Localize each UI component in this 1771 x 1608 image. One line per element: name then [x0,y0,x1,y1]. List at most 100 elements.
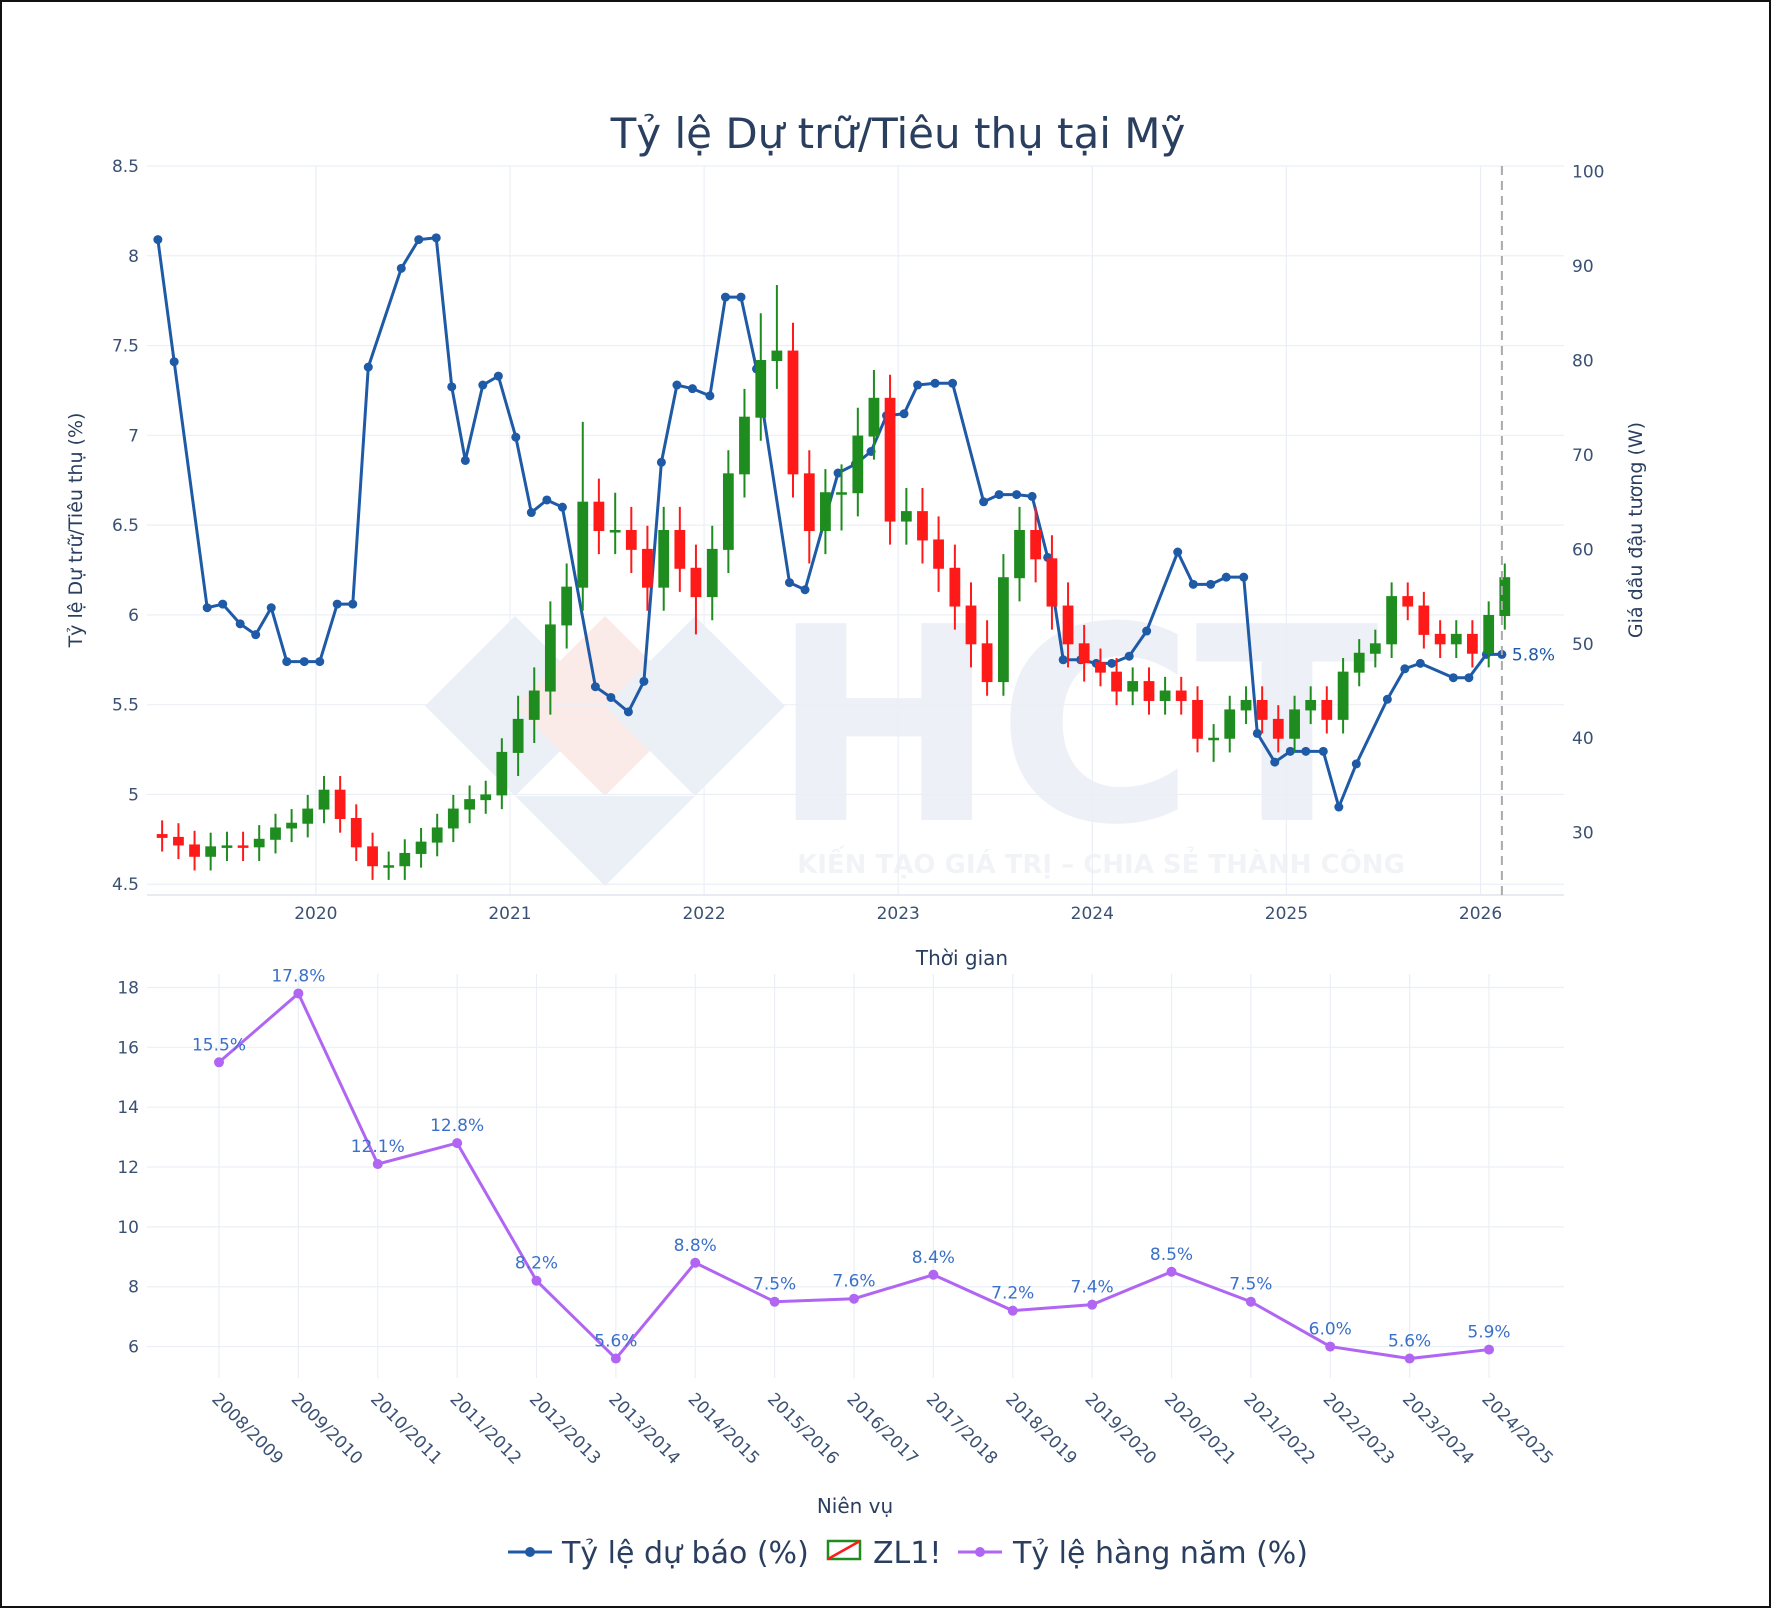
annual-point [452,1138,463,1149]
legend-label: Tỷ lệ dự báo (%) [561,1536,809,1571]
y-tick-label: 12 [117,1158,139,1178]
candle-body [593,501,605,532]
forecast-point [1318,746,1328,756]
legend: Tỷ lệ dự báo (%) ZL1! Tỷ lệ hàng năm (%) [508,1536,1308,1571]
forecast-point [1124,651,1134,661]
candle-body [1386,596,1398,645]
annual-point [214,1057,224,1068]
candle-body [1289,709,1300,739]
chart-title: Tỷ lệ Dự trữ/Tiêu thụ tại Mỹ [610,109,1186,158]
candle-body [1175,690,1187,701]
forecast-point [447,382,457,392]
y-tick-label: 18 [117,978,139,998]
forecast-point [1351,759,1361,769]
x-tick-label: 2023 [877,904,920,924]
candle-body [1192,699,1203,739]
forecast-point [656,457,666,467]
y-tick-label: 7.5 [112,337,139,357]
annual-point [849,1293,859,1304]
y-tick-label: 8.5 [112,157,139,177]
y-tick-label: 6 [128,606,139,626]
annual-point [610,1353,621,1364]
candle-body [1434,633,1446,645]
forecast-point [1012,490,1022,500]
forecast-point [363,362,373,372]
forecast-point [1285,746,1295,756]
candle-body [642,548,653,588]
candle-body [1111,671,1122,692]
annual-point [1484,1344,1494,1355]
forecast-point [1464,673,1474,683]
y2-tick-label: 50 [1572,635,1594,655]
candle-body [868,397,880,437]
candle-body [1369,643,1381,654]
candle-body [464,799,476,810]
data-label: 7.4% [1071,1278,1114,1298]
candle-body [1256,699,1268,720]
forecast-point [299,657,309,667]
forecast-point [899,409,909,419]
forecast-point [1252,728,1262,738]
candle-body [1272,718,1284,739]
candle-body [1418,605,1430,635]
x-tick-label: 2022 [682,904,725,924]
forecast-point [282,657,292,667]
y2-tick-label: 70 [1572,446,1594,466]
forecast-point [606,692,616,702]
forecast-point [1173,547,1183,557]
forecast-point [705,391,715,401]
forecast-point [414,235,424,245]
candle-body [1014,530,1025,579]
annual-point [1404,1353,1415,1364]
candle-body [253,838,265,848]
y2-tick-label: 30 [1572,824,1594,844]
x-tick-label: 2025 [1265,904,1308,924]
logo-shape [515,796,695,886]
watermark-logo: HCT [771,569,1381,884]
legend-icon [975,1547,985,1557]
candle-body [1078,643,1090,664]
candle-body [205,846,217,857]
candle-body [1062,605,1074,645]
candle-body [1030,530,1042,560]
data-label: 5.6% [594,1332,637,1352]
forecast-point [1239,572,1249,582]
x-tick-label: 2020 [294,904,337,924]
candle-body [1321,699,1333,720]
forecast-point [979,497,989,507]
data-label: 12.8% [430,1116,484,1136]
candle-body [998,577,1009,683]
candle-body [544,624,556,692]
candle-body [1305,699,1317,711]
candle-body [496,751,508,796]
data-label: 12.1% [351,1137,405,1157]
candle-body [771,350,783,362]
x-axis-title: Thời gian [915,946,1008,970]
y-tick-label: 5 [128,785,139,805]
forecast-point [1400,664,1410,674]
forecast-point [235,619,245,629]
forecast-point [623,707,633,717]
data-label: 15.5% [192,1035,246,1055]
forecast-point [542,495,552,505]
forecast-point [431,233,441,243]
forecast-point [396,263,406,273]
data-label: 5.9% [1467,1323,1510,1343]
candle-body [270,827,281,840]
data-label: 8.4% [912,1248,955,1268]
y2-axis-title: Giá dầu đậu tương (W) [1625,422,1647,638]
forecast-point [1334,802,1344,812]
candle-body [820,492,831,531]
candle-body [739,416,750,475]
forecast-point [218,599,228,609]
annual-point [293,988,304,999]
forecast-point [1027,491,1037,501]
candlestick-series [156,284,1511,880]
data-label: 8.8% [674,1236,717,1256]
candle-body [933,539,944,569]
y2-tick-label: 80 [1572,352,1594,372]
y-tick-label: 6 [128,1338,139,1358]
candle-body [189,844,200,857]
y-tick-label: 6.5 [112,516,139,536]
